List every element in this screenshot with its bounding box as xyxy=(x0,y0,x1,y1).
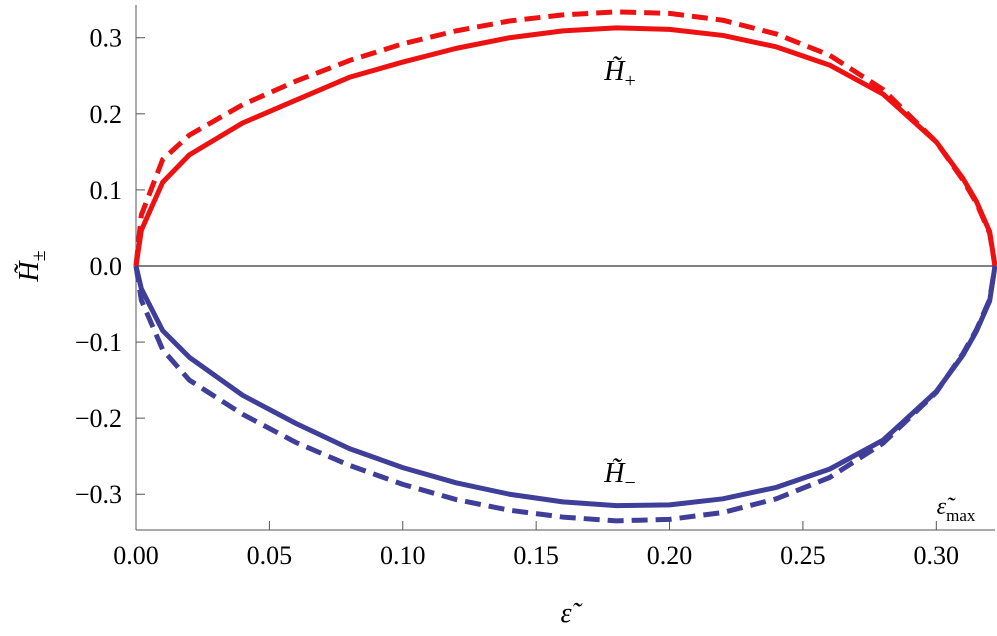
line-series xyxy=(133,265,997,524)
x-tick-label: 0.10 xyxy=(380,541,426,570)
y-tick-label: −0.2 xyxy=(75,404,122,433)
y-tick-label: 0.0 xyxy=(90,252,123,281)
x-tick-label: 0.05 xyxy=(247,541,293,570)
x-axis-label: ε̃ xyxy=(560,598,583,629)
x-tick-label: 0.25 xyxy=(780,541,826,570)
y-axis-label: H̃± xyxy=(14,250,50,282)
x-tick-label: 0.20 xyxy=(647,541,693,570)
y-tick-label: 0.2 xyxy=(90,100,123,129)
annotation-base: H̃ xyxy=(603,56,626,87)
line-series xyxy=(133,25,997,267)
annotation-base: H̃ xyxy=(603,458,626,489)
y-tick-label: 0.3 xyxy=(90,24,123,53)
y-tick-label: −0.1 xyxy=(75,328,122,357)
y-tick-label: −0.3 xyxy=(75,480,122,509)
x-tick-label: 0.00 xyxy=(113,541,159,570)
line-series xyxy=(133,265,997,509)
annotation: H̃+ xyxy=(603,56,636,92)
x-tick-label: 0.30 xyxy=(914,541,960,570)
annotation-sub: max xyxy=(946,506,976,525)
x-tick-label: 0.15 xyxy=(513,541,559,570)
annotation-sub: − xyxy=(624,472,635,494)
annotation: ε̃max xyxy=(937,494,976,525)
y-tick-label: 0.1 xyxy=(90,176,123,205)
annotation: H̃− xyxy=(603,458,636,494)
y-axis-label-sub: ± xyxy=(28,250,50,261)
y-axis-label-base: H̃ xyxy=(14,260,45,283)
x-axis-label-base: ε̃ xyxy=(560,598,583,629)
annotation-sub: + xyxy=(624,70,635,92)
line-series xyxy=(133,9,997,267)
